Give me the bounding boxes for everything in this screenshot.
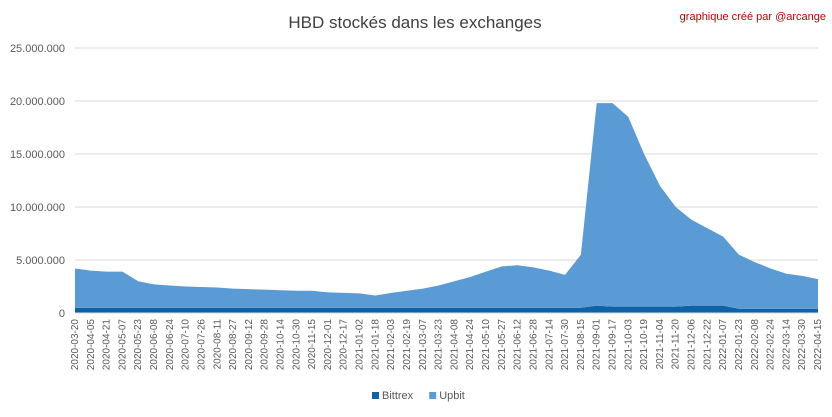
x-tick-label: 2021-09-17: [607, 319, 618, 371]
y-tick-label: 10.000.000: [10, 202, 65, 214]
x-tick-label: 2021-11-20: [671, 319, 682, 370]
x-tick-label: 2020-07-10: [181, 319, 192, 371]
x-tick-label: 2020-04-21: [102, 319, 113, 371]
x-tick-label: 2020-05-23: [133, 319, 144, 371]
x-tick-label: 2020-08-11: [212, 319, 223, 370]
x-tick-label: 2021-03-23: [434, 319, 445, 371]
x-tick-label: 2022-03-14: [781, 319, 792, 371]
legend-label: Bittrex: [382, 390, 414, 402]
x-tick-label: 2022-02-08: [750, 319, 761, 371]
legend-label: Upbit: [439, 390, 465, 402]
x-tick-label: 2021-06-12: [513, 319, 524, 371]
x-tick-label: 2022-02-24: [766, 319, 777, 371]
x-tick-label: 2021-03-07: [418, 319, 429, 371]
y-tick-label: 20.000.000: [10, 96, 65, 108]
x-tick-label: 2022-01-07: [718, 319, 729, 371]
x-tick-label: 2021-04-24: [465, 319, 476, 371]
x-tick-label: 2021-02-03: [386, 319, 397, 371]
x-tick-label: 2021-02-19: [402, 319, 413, 371]
x-tick-label: 2021-07-30: [560, 319, 571, 371]
x-tick-label: 2020-10-14: [276, 319, 287, 371]
x-tick-label: 2021-11-04: [655, 319, 666, 370]
area: [75, 305, 818, 313]
y-tick-label: 15.000.000: [10, 149, 65, 161]
x-tick-label: 2021-04-08: [449, 319, 460, 371]
x-tick-label: 2020-12-01: [323, 319, 334, 371]
y-tick-label: 0: [59, 308, 65, 320]
x-tick-label: 2021-05-10: [481, 319, 492, 371]
chart-title: HBD stockés dans les exchanges: [288, 13, 541, 32]
x-tick-label: 2021-09-01: [592, 319, 603, 371]
x-tick-label: 2020-03-20: [70, 319, 81, 371]
x-tick-label: 2021-06-28: [528, 319, 539, 371]
x-tick-label: 2021-12-22: [702, 319, 713, 371]
legend-swatch: [429, 392, 437, 399]
x-tick-label: 2022-01-23: [734, 319, 745, 371]
y-tick-label: 25.000.000: [10, 43, 65, 55]
x-tick-label: 2020-07-26: [196, 319, 207, 371]
x-tick-label: 2020-09-12: [244, 319, 255, 371]
x-tick-label: 2022-03-30: [797, 319, 808, 371]
x-tick-label: 2020-12-17: [339, 319, 350, 371]
x-tick-label: 2020-08-27: [228, 319, 239, 371]
x-tick-label: 2021-05-27: [497, 319, 508, 371]
y-tick-label: 5.000.000: [16, 255, 65, 267]
x-tick-label: 2020-11-15: [307, 319, 318, 370]
area: [75, 103, 818, 309]
x-tick-label: 2022-04-15: [813, 319, 824, 371]
x-tick-label: 2021-10-19: [639, 319, 650, 371]
x-tick-label: 2021-07-14: [544, 319, 555, 371]
x-tick-label: 2021-10-03: [623, 319, 634, 371]
x-tick-label: 2021-08-15: [576, 319, 587, 371]
x-tick-label: 2020-06-08: [149, 319, 160, 371]
x-tick-label: 2020-06-24: [165, 319, 176, 371]
legend-swatch: [372, 392, 379, 399]
x-tick-label: 2020-04-05: [86, 319, 97, 371]
x-tick-label: 2021-12-06: [687, 319, 698, 371]
x-tick-label: 2021-01-18: [370, 319, 381, 371]
x-tick-label: 2020-09-28: [260, 319, 271, 371]
x-tick-label: 2021-01-02: [355, 319, 366, 371]
x-tick-label: 2020-10-30: [291, 319, 302, 371]
x-tick-label: 2020-05-07: [117, 319, 128, 371]
annotation: graphique créé par @arcange: [680, 11, 826, 23]
